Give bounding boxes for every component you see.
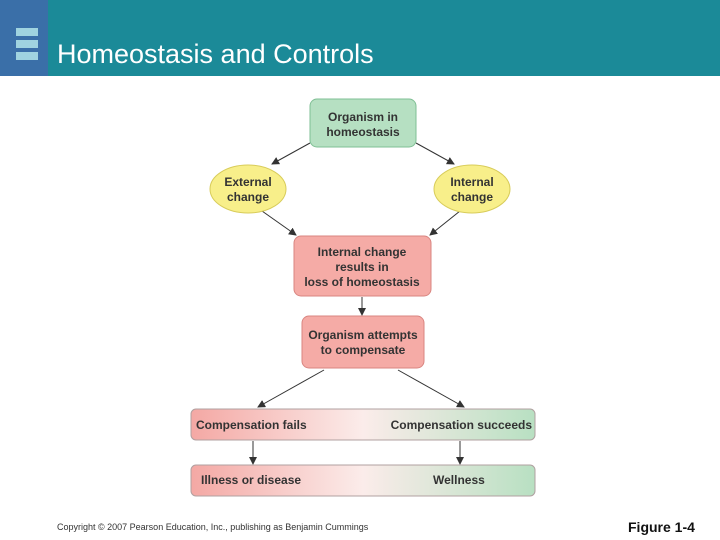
outcome-bar <box>190 464 536 497</box>
outcome-right: Wellness <box>433 473 485 487</box>
slide-title: Homeostasis and Controls <box>57 39 374 69</box>
header-bar <box>0 0 720 76</box>
node-internal <box>433 164 511 214</box>
node-label: Organism in homeostasis <box>326 110 400 139</box>
node-label: Internal change <box>450 175 493 204</box>
node-label: Organism attempts to compensate <box>308 328 418 357</box>
header-icon <box>16 28 38 60</box>
header-icon-bg <box>0 0 48 76</box>
node-label: External change <box>224 175 271 204</box>
arrows <box>249 142 465 465</box>
node-homeostasis <box>309 98 417 148</box>
figure-label: Figure 1-4 <box>628 519 695 535</box>
outcome-right: Compensation succeeds <box>391 418 533 432</box>
outcome-left: Illness or disease <box>201 473 301 487</box>
node-loss <box>293 235 432 297</box>
outcome-bar <box>190 408 536 441</box>
node-label: Internal change results in loss of homeost… <box>304 245 420 289</box>
node-compensate <box>301 315 425 369</box>
outcome-left: Compensation fails <box>196 418 307 432</box>
copyright: Copyright © 2007 Pearson Education, Inc.… <box>57 522 369 532</box>
node-external <box>209 164 287 214</box>
